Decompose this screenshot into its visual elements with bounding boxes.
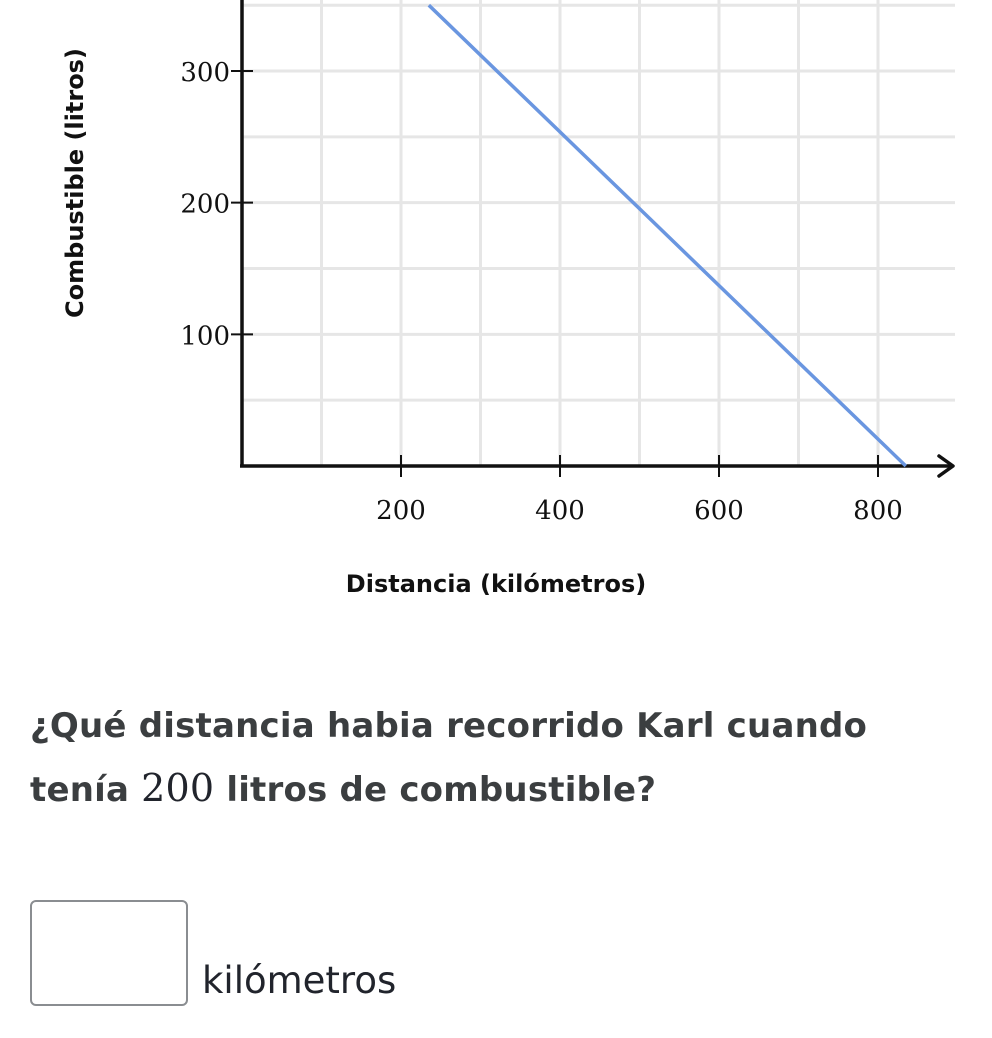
chart-axes	[240, 0, 955, 478]
series-line	[427, 3, 908, 468]
question-number: 200	[141, 766, 215, 810]
chart-ticks: 200 400 600 800 100 200 300	[180, 58, 902, 526]
y-tick-label: 200	[180, 190, 230, 220]
y-tick-label: 300	[180, 58, 230, 88]
x-tick-label: 400	[535, 496, 585, 526]
y-tick-label: 100	[180, 321, 230, 351]
answer-unit-label: kilómetros	[202, 959, 397, 1002]
chart-grid	[242, 0, 955, 466]
chart-series	[427, 3, 908, 468]
y-axis-label: Combustible (litros)	[61, 48, 89, 318]
x-tick-label: 600	[694, 496, 744, 526]
x-tick-label: 200	[376, 496, 426, 526]
answer-input[interactable]	[30, 900, 188, 1006]
x-tick-label: 800	[853, 496, 903, 526]
fuel-distance-graph: 200 400 600 800 100 200 300 Distancia (kilómet…	[61, 0, 955, 598]
question-text-before: ¿Qué distancia habia recorrido Karl cuan…	[30, 706, 868, 810]
x-axis-arrow	[937, 454, 955, 478]
answer-row: kilómetros	[30, 900, 396, 1006]
x-axis-label: Distancia (kilómetros)	[346, 570, 646, 598]
question-text: ¿Qué distancia habia recorrido Karl cuan…	[30, 695, 970, 821]
question-text-after: litros de combustible?	[214, 770, 657, 810]
